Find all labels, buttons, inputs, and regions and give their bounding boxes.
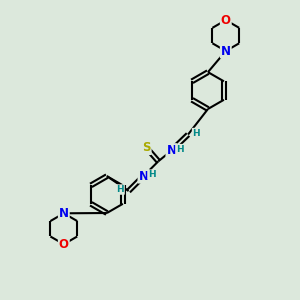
Text: H: H [148, 170, 156, 179]
Text: O: O [59, 238, 69, 251]
Text: S: S [142, 141, 151, 154]
Text: N: N [221, 44, 231, 58]
Text: H: H [176, 145, 184, 154]
Text: N: N [59, 207, 69, 220]
Text: N: N [167, 144, 176, 157]
Text: H: H [116, 185, 124, 194]
Text: H: H [193, 129, 200, 138]
Text: O: O [221, 14, 231, 27]
Text: N: N [139, 170, 148, 183]
